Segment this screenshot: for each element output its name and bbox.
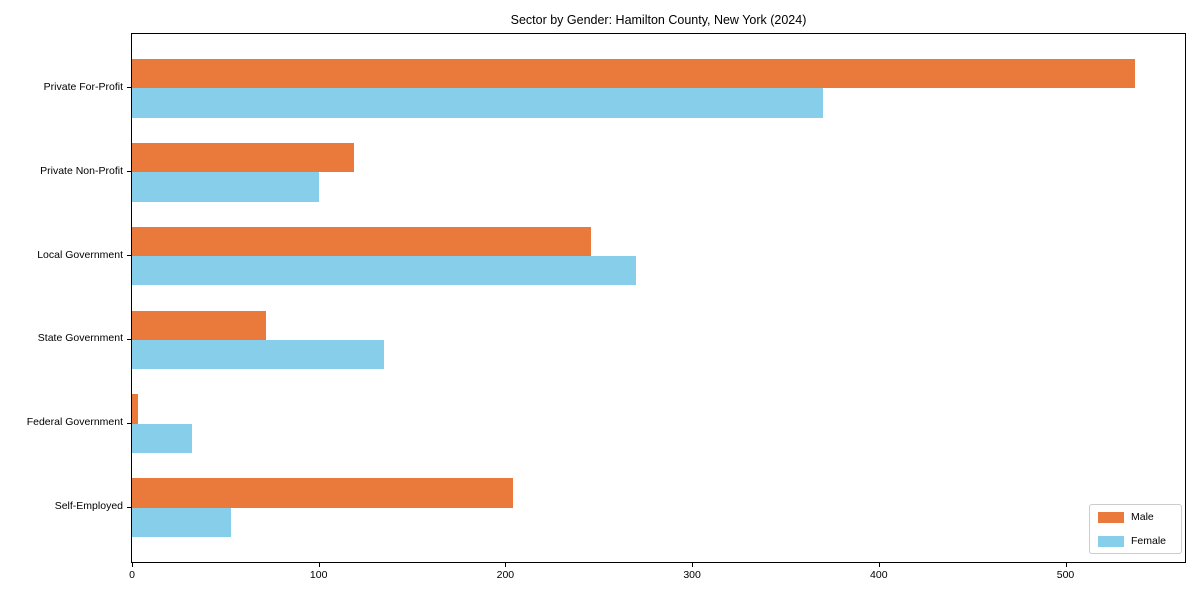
x-tick-mark — [505, 563, 507, 567]
bar-male-state-government — [132, 310, 267, 340]
bar-female-private-for-profit — [132, 88, 823, 118]
bar-female-state-government — [132, 339, 385, 370]
x-tick-label-0: 0 — [129, 569, 135, 581]
x-tick-mark — [692, 563, 694, 567]
x-tick-label-400: 400 — [870, 569, 888, 581]
y-tick-mark — [127, 422, 131, 424]
y-tick-mark — [127, 255, 131, 257]
legend-label-male: Male — [1131, 511, 1154, 523]
y-tick-label-private-non-profit: Private Non-Profit — [40, 164, 123, 177]
y-tick-mark — [127, 87, 131, 89]
plot-area — [131, 33, 1186, 563]
y-tick-mark — [127, 506, 131, 508]
x-tick-mark — [878, 563, 880, 567]
y-tick-label-private-for-profit: Private For-Profit — [43, 80, 123, 93]
bar-female-local-government — [132, 256, 637, 286]
x-tick-mark — [1065, 563, 1067, 567]
bar-male-self-employed — [132, 478, 513, 508]
bar-male-local-government — [132, 226, 592, 257]
y-tick-mark — [127, 171, 131, 173]
x-tick-label-200: 200 — [496, 569, 515, 581]
x-tick-mark — [132, 563, 133, 567]
y-tick-label-local-government: Local Government — [37, 248, 123, 261]
y-tick-mark — [127, 338, 131, 340]
y-tick-label-federal-government: Federal Government — [26, 416, 123, 429]
x-tick-label-500: 500 — [1056, 569, 1075, 581]
bar-female-private-non-profit — [132, 172, 319, 202]
legend-label-female: Female — [1131, 535, 1167, 547]
chart-title: Sector by Gender: Hamilton County, New Y… — [510, 13, 807, 27]
y-tick-label-state-government: State Government — [37, 332, 123, 345]
bar-male-private-for-profit — [132, 59, 1135, 89]
x-tick-label-100: 100 — [309, 569, 328, 581]
legend: Male Female — [1089, 504, 1182, 554]
x-tick-label-300: 300 — [683, 569, 701, 581]
x-tick-mark — [318, 563, 320, 567]
legend-swatch-female — [1098, 535, 1124, 547]
legend-item-female: Female — [1098, 535, 1173, 547]
bar-male-federal-government — [132, 394, 138, 424]
y-tick-label-self-employed: Self-Employed — [54, 500, 123, 513]
bar-female-federal-government — [132, 423, 192, 454]
bar-female-self-employed — [132, 507, 231, 537]
bar-male-private-non-profit — [132, 142, 355, 173]
legend-swatch-male — [1098, 511, 1124, 523]
legend-item-male: Male — [1098, 511, 1173, 523]
